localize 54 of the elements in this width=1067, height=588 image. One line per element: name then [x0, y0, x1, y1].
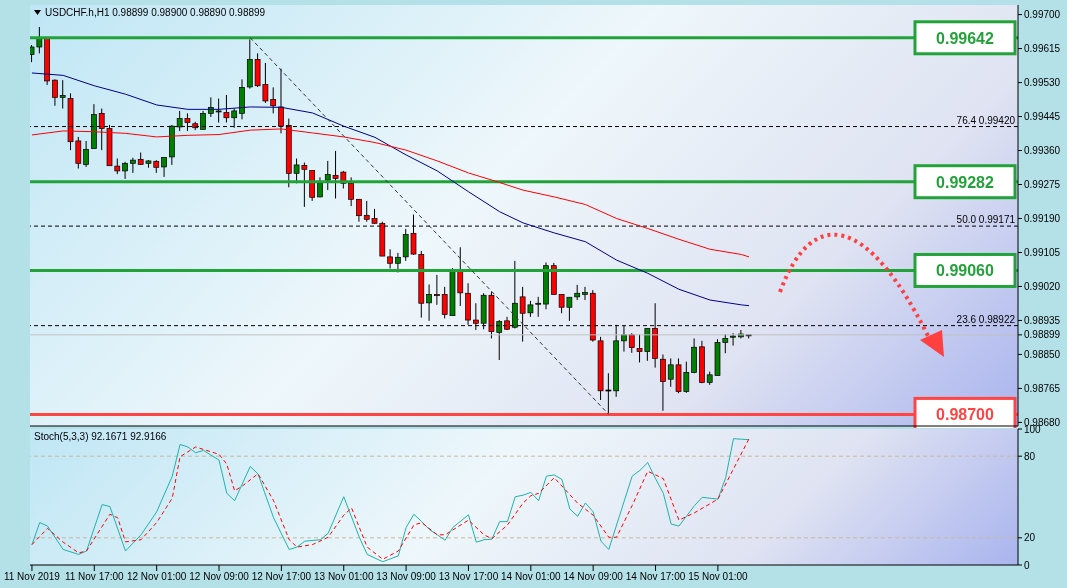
candlestick: [356, 198, 362, 223]
candlestick: [83, 140, 89, 168]
x-tick-label: 13 Nov 01:00: [313, 571, 374, 583]
x-tick-label: 13 Nov 09:00: [376, 571, 437, 583]
ref-line-label: 76.4 0.99420: [956, 114, 1016, 126]
y-tick-label: 0.99615: [1024, 43, 1061, 55]
chart-title: USDCHF.h,H1 0.98899 0.98900 0.98890 0.98899: [45, 7, 266, 18]
y-tick-label: 0.99700: [1024, 9, 1061, 21]
candlestick: [628, 332, 635, 354]
candlestick: [348, 176, 354, 207]
line-series: [31, 72, 750, 307]
y-tick-label: 0.99020: [1024, 281, 1061, 293]
candlestick: [130, 157, 136, 174]
y-tick-label: 0.98850: [1024, 348, 1061, 360]
chart-title: Stoch(5,3,3) 92.1671 92.9166: [34, 431, 167, 442]
ref-line-label: 0.99282: [936, 173, 995, 191]
candlestick: [660, 353, 666, 412]
x-tick-label: 13 Nov 17:00: [438, 571, 499, 583]
y-tick-label: 0.99190: [1024, 213, 1061, 225]
ref-line-label: 0.99642: [936, 29, 995, 47]
y-tick-label: 80: [1024, 450, 1036, 462]
y-tick-label: 0.99445: [1024, 111, 1061, 123]
y-tick-label: 0: [1024, 559, 1030, 571]
x-tick-label: 12 Nov 17:00: [251, 571, 312, 583]
candlestick: [730, 332, 736, 347]
y-tick-label: 0.99360: [1024, 145, 1061, 157]
y-tick-label: 0.99105: [1024, 247, 1061, 259]
x-tick-label: 12 Nov 01:00: [126, 571, 187, 583]
candlestick: [317, 176, 323, 198]
candlestick: [122, 161, 128, 180]
ref-line-label: 23.6 0.98922: [956, 313, 1016, 325]
y-tick-label: 0.98935: [1024, 315, 1061, 326]
candlestick: [387, 248, 393, 269]
y-tick-label: 0.99275: [1024, 179, 1061, 191]
x-tick-label: 14 Nov 01:00: [501, 571, 561, 583]
y-tick-label: 0.98765: [1024, 382, 1061, 394]
y-tick-label: 0.99530: [1024, 77, 1061, 89]
y-tick-label: 20: [1024, 532, 1036, 544]
candlestick: [59, 79, 66, 110]
candlestick: [434, 274, 440, 306]
candlestick: [582, 286, 588, 301]
x-tick-label: 15 Nov 01:00: [688, 571, 749, 583]
x-tick-label: 12 Nov 09:00: [189, 571, 250, 583]
candlestick: [161, 156, 167, 178]
x-tick-label: 14 Nov 17:00: [625, 571, 686, 583]
x-tick-label: 11 Nov 2019: [3, 571, 61, 583]
x-tick-label: 14 Nov 09:00: [563, 571, 624, 583]
candlestick: [52, 78, 58, 107]
ref-line-label: 0.99060: [936, 262, 995, 280]
y-tick-label: 0.98899: [1024, 329, 1061, 341]
ref-line-label: 0.98700: [936, 406, 995, 424]
ref-line-label: 50.0 0.99171: [956, 214, 1016, 226]
candlestick: [426, 283, 432, 322]
x-tick-label: 11 Nov 17:00: [64, 571, 125, 583]
